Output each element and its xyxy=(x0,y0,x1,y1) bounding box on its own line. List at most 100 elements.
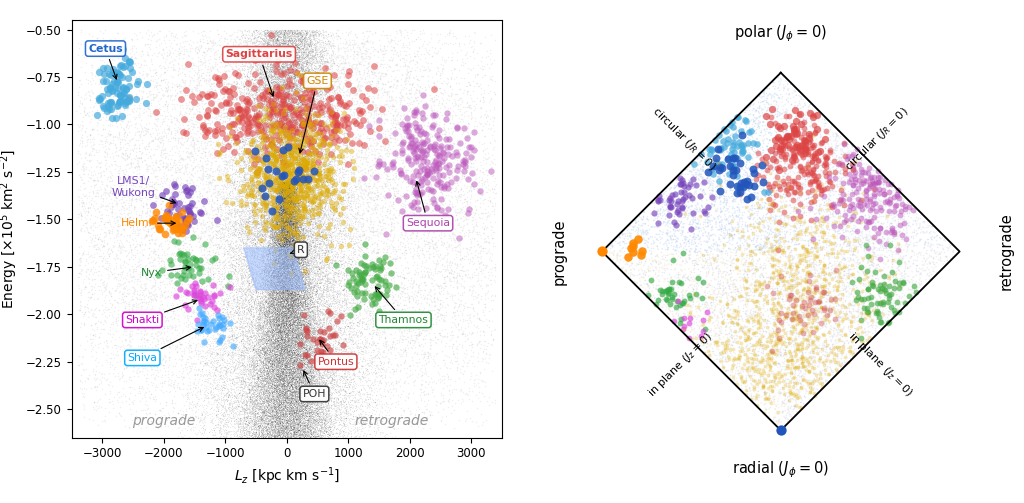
Point xyxy=(275,308,292,316)
Point xyxy=(278,263,294,271)
Point xyxy=(798,241,814,249)
Point xyxy=(241,420,257,428)
Point xyxy=(283,341,299,349)
Point xyxy=(308,208,325,216)
Point xyxy=(309,153,326,161)
Point xyxy=(281,220,297,228)
Point xyxy=(282,347,298,355)
Point xyxy=(285,187,301,195)
Point xyxy=(289,427,305,435)
Point xyxy=(257,279,273,287)
Point xyxy=(151,316,167,324)
Point xyxy=(231,256,248,264)
Point xyxy=(302,54,318,62)
Point xyxy=(285,236,301,244)
Point xyxy=(313,345,330,353)
Point xyxy=(275,28,292,36)
Point xyxy=(296,69,312,77)
Point xyxy=(410,403,426,411)
Point xyxy=(270,329,287,338)
Point xyxy=(245,393,261,401)
Point xyxy=(288,278,304,286)
Point xyxy=(811,158,827,166)
Point xyxy=(310,103,327,111)
Point xyxy=(110,151,126,159)
Point xyxy=(817,281,834,289)
Point xyxy=(800,366,816,374)
Point xyxy=(280,301,296,309)
Point xyxy=(285,323,301,331)
Point xyxy=(435,197,452,205)
Point xyxy=(295,407,311,415)
Point xyxy=(326,274,342,282)
Point xyxy=(307,243,324,252)
Point xyxy=(296,96,312,104)
Point xyxy=(115,135,131,143)
Point xyxy=(304,408,321,416)
Point xyxy=(250,321,266,329)
Point xyxy=(276,196,293,204)
Point xyxy=(257,232,273,240)
Point xyxy=(302,216,318,224)
Point xyxy=(324,281,340,289)
Point xyxy=(215,433,231,441)
Point xyxy=(194,326,210,334)
Point xyxy=(254,120,270,128)
Point xyxy=(293,394,309,402)
Point xyxy=(272,203,289,211)
Point xyxy=(303,106,319,114)
Point xyxy=(256,63,272,71)
Point xyxy=(797,331,813,340)
Point xyxy=(297,147,313,155)
Point xyxy=(302,314,318,322)
Point xyxy=(267,314,284,322)
Point xyxy=(272,409,289,417)
Point xyxy=(273,317,290,325)
Point xyxy=(286,368,302,376)
Point xyxy=(323,428,339,436)
Point xyxy=(286,279,302,287)
Point xyxy=(305,294,322,302)
Point xyxy=(263,286,280,294)
Point xyxy=(269,183,286,191)
Point xyxy=(284,344,300,352)
Point xyxy=(245,429,261,437)
Point xyxy=(768,245,784,254)
Point xyxy=(296,65,312,73)
Point xyxy=(270,150,287,158)
Point xyxy=(278,307,294,315)
Point xyxy=(283,222,299,230)
Point xyxy=(272,195,289,203)
Point xyxy=(315,158,332,166)
Point xyxy=(288,247,304,255)
Point xyxy=(272,356,289,364)
Point xyxy=(285,320,301,328)
Point xyxy=(203,318,219,326)
Point xyxy=(268,381,285,389)
Point xyxy=(268,82,285,91)
Point xyxy=(261,179,278,187)
Point xyxy=(256,27,272,35)
Point xyxy=(284,50,300,58)
Point xyxy=(339,180,355,188)
Point xyxy=(852,259,868,267)
Point xyxy=(312,328,329,336)
Point xyxy=(264,170,281,178)
Point xyxy=(238,337,254,345)
Point xyxy=(267,347,284,355)
Point xyxy=(248,341,264,349)
Point xyxy=(282,213,298,221)
Point xyxy=(304,64,321,72)
Point xyxy=(81,271,97,279)
Point xyxy=(261,262,278,270)
Point xyxy=(272,192,289,200)
Point xyxy=(725,177,741,185)
Point xyxy=(285,415,301,424)
Point xyxy=(265,229,282,237)
Point xyxy=(265,224,282,232)
Point xyxy=(811,150,827,158)
Point xyxy=(280,45,296,53)
Point xyxy=(264,338,281,346)
Point xyxy=(104,152,121,160)
Point xyxy=(279,221,295,229)
